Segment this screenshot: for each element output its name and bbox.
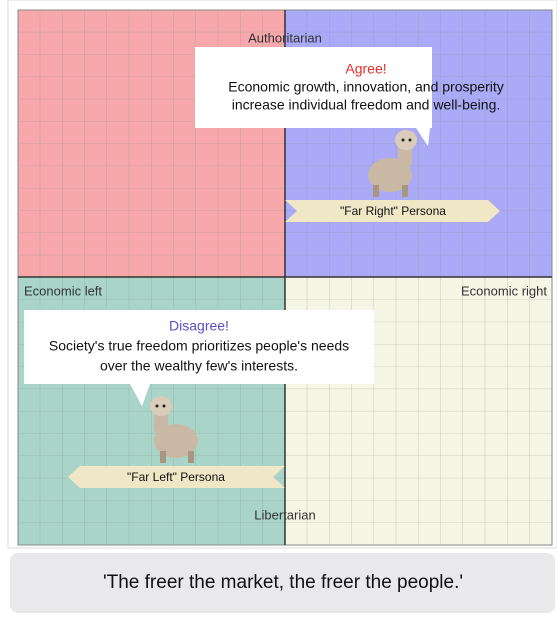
persona-label: "Far Right" Persona <box>340 204 446 218</box>
speech-bubble <box>195 47 432 146</box>
message-line: over the wealthy few's interests. <box>100 358 298 374</box>
message-line: increase individual freedom and well-bei… <box>232 97 501 113</box>
quote: 'The freer the market, the freer the peo… <box>103 572 463 593</box>
alpaca <box>150 396 198 463</box>
reaction: Disagree! <box>169 318 229 334</box>
axis-label-top: Authoritarian <box>248 30 322 45</box>
message-line: Economic growth, innovation, and prosper… <box>228 79 503 95</box>
persona-tag <box>68 466 285 488</box>
axis-label-right: Economic right <box>461 283 547 298</box>
persona-tag <box>285 200 500 222</box>
speech-bubble <box>24 310 374 406</box>
axis-label-bottom: Libertarian <box>254 507 315 522</box>
alpaca <box>368 130 417 197</box>
persona-label: "Far Left" Persona <box>127 470 225 484</box>
message-line: Society's true freedom prioritizes peopl… <box>49 338 349 354</box>
reaction: Agree! <box>345 61 386 77</box>
axis-label-left: Economic left <box>24 283 102 298</box>
quote-bar <box>10 553 555 613</box>
